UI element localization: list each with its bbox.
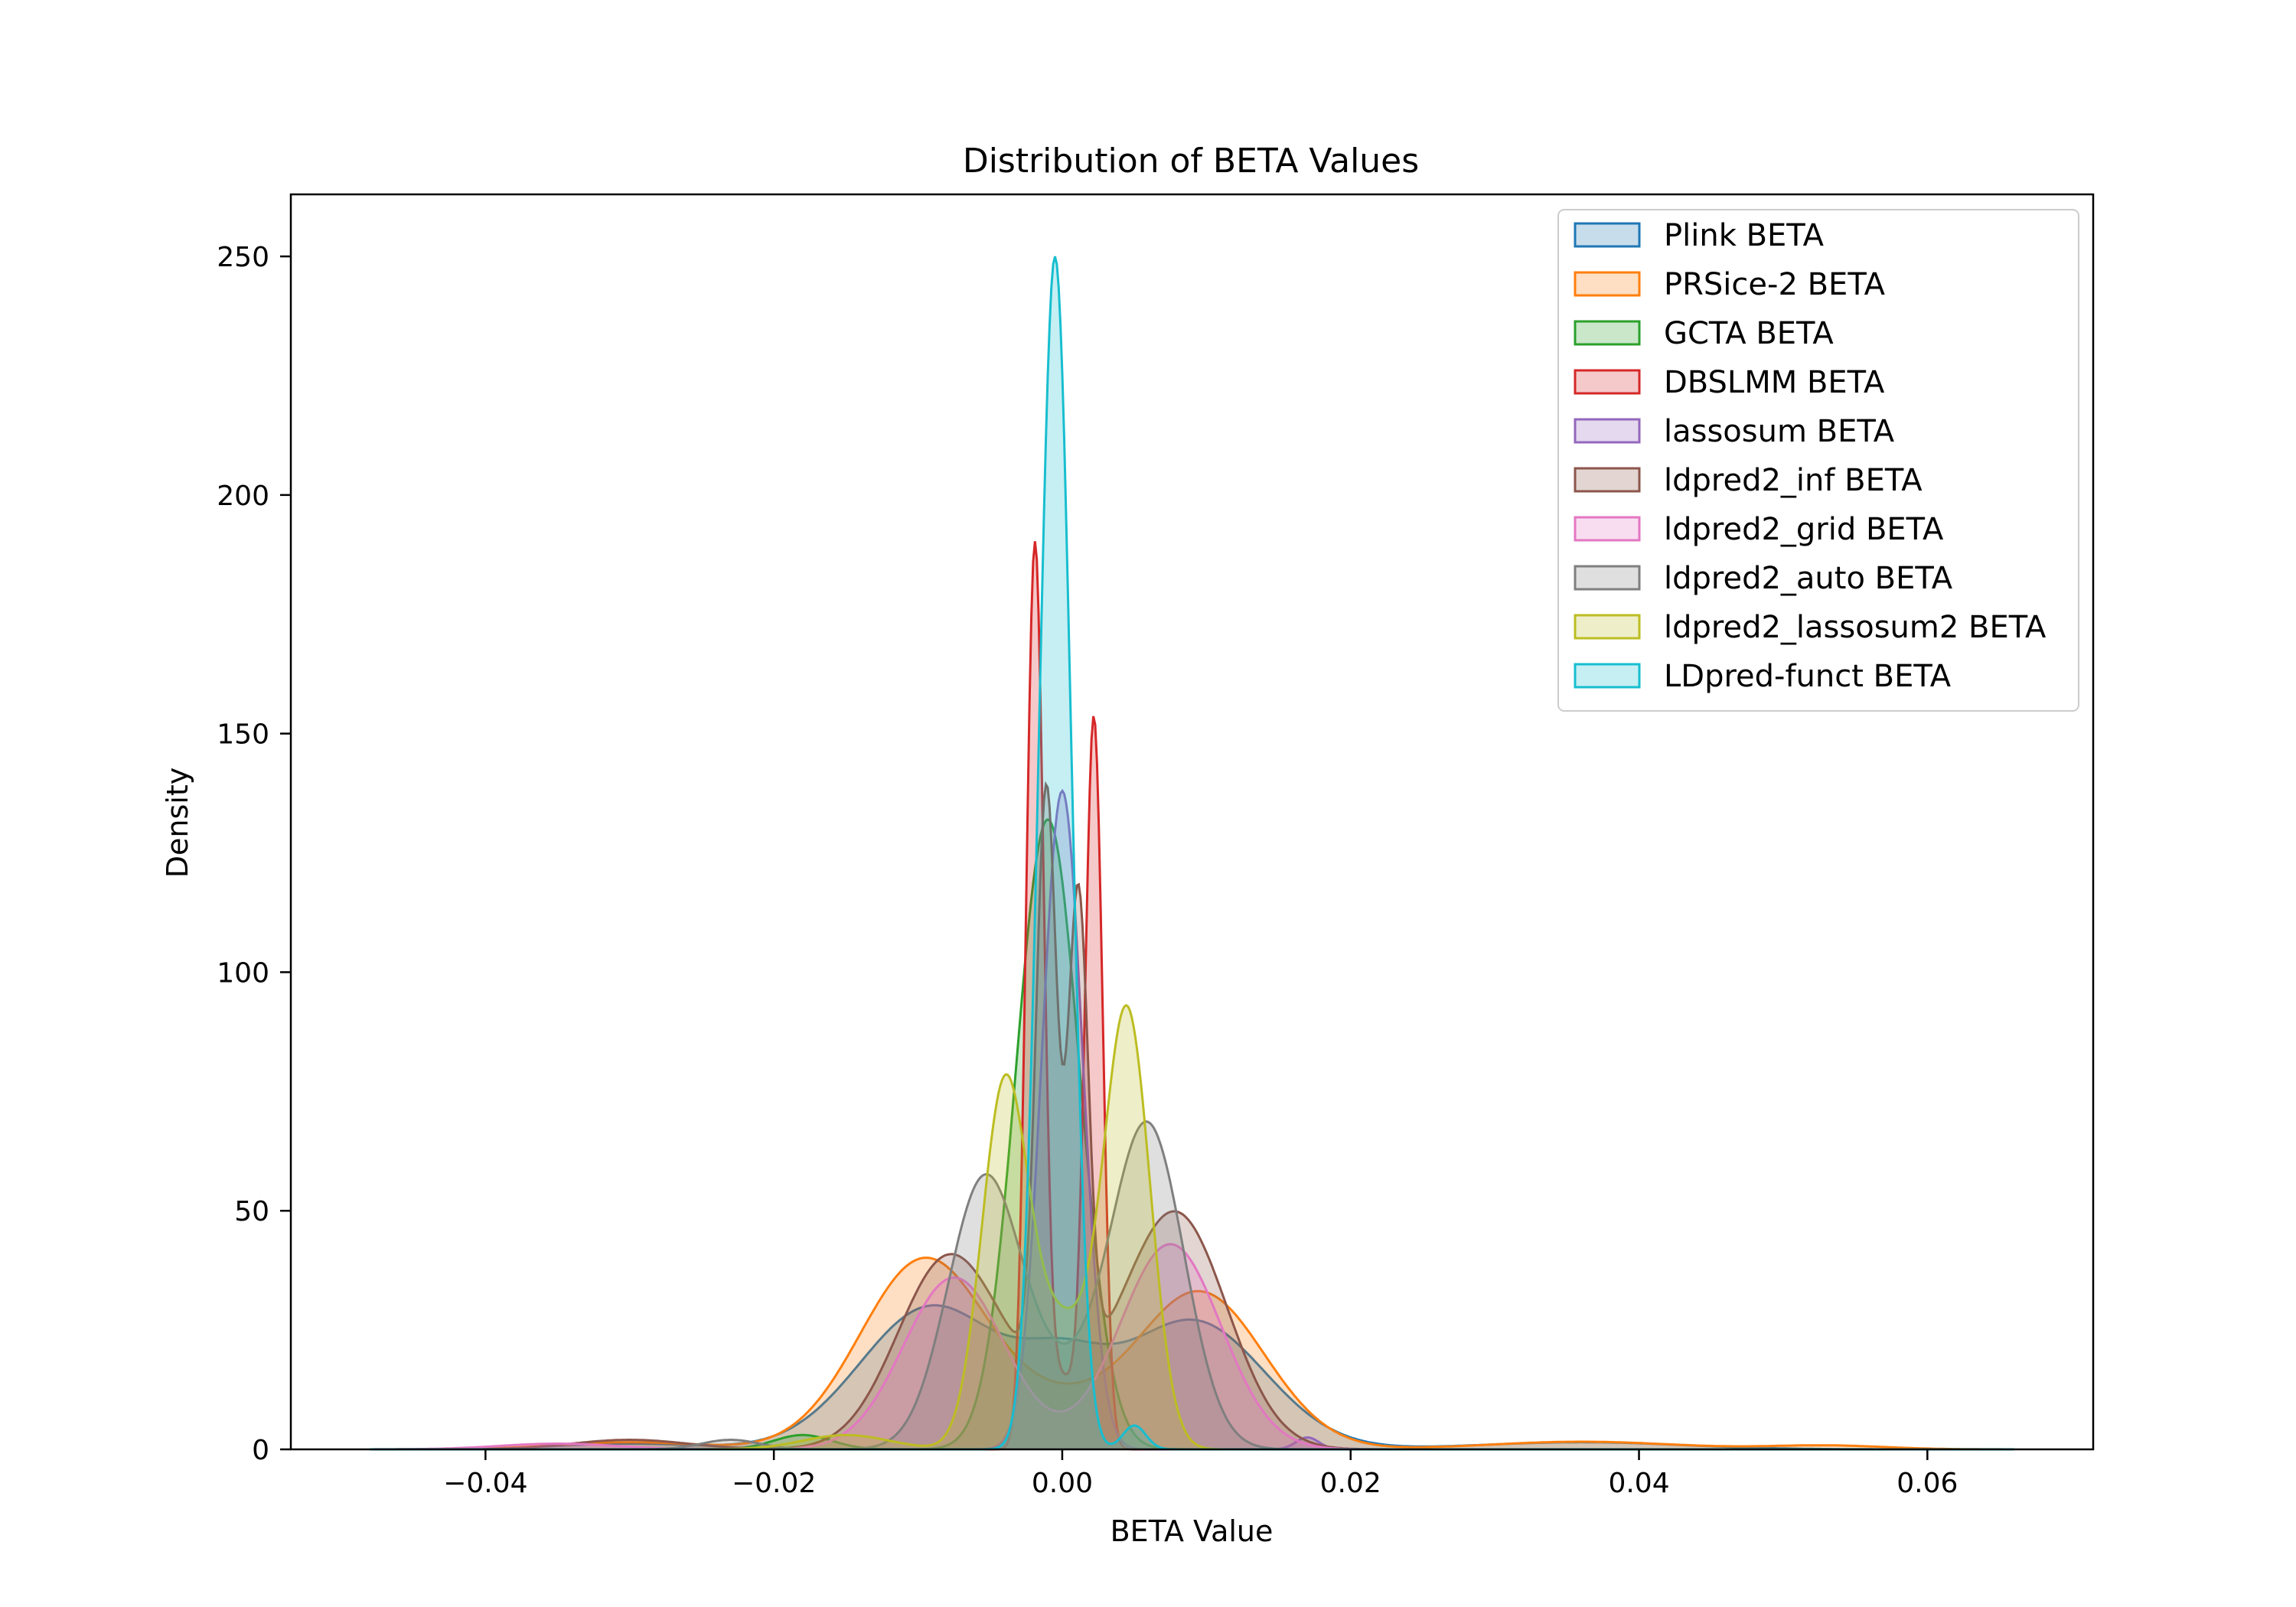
legend-label: DBSLMM BETA (1664, 365, 1885, 400)
legend-item-gcta-beta: GCTA BETA (1574, 316, 1834, 351)
legend-item-ldpred2-inf-beta: ldpred2_inf BETA (1574, 463, 1923, 498)
legend-label: GCTA BETA (1664, 316, 1834, 351)
plot-frame (289, 193, 2095, 1451)
legend-swatch (1574, 271, 1641, 297)
legend-swatch (1574, 320, 1641, 346)
legend-item-ldpred2-grid-beta: ldpred2_grid BETA (1574, 512, 1944, 547)
legend-items: Plink BETA PRSice-2 BETA GCTA BETA DBSLMM B… (1574, 218, 2047, 694)
legend-label: ldpred2_inf BETA (1664, 463, 1923, 498)
legend-label: lassosum BETA (1664, 414, 1895, 449)
y-axis-ticks: 0 50 100 150 200 250 (217, 242, 291, 1466)
x-tick-label: 0.00 (1032, 1468, 1093, 1499)
y-tick-label: 150 (217, 719, 269, 751)
y-axis-label: Density (161, 768, 194, 878)
legend-label: Plink BETA (1664, 218, 1825, 253)
legend-item-ldpred2-auto-beta: ldpred2_auto BETA (1574, 561, 1953, 596)
legend-label: LDpred-funct BETA (1664, 659, 1952, 694)
legend-swatch (1574, 516, 1641, 542)
density-area-ldpred2-auto-beta (370, 1121, 2014, 1449)
legend-item-ldpred2-lassosum2-beta: ldpred2_lassosum2 BETA (1574, 610, 2047, 645)
legend-label: PRSice-2 BETA (1664, 267, 1886, 302)
x-tick-label: 0.06 (1896, 1468, 1958, 1499)
legend-item-ldpred-funct-beta: LDpred-funct BETA (1574, 659, 1952, 694)
legend-frame (1557, 209, 2079, 712)
legend-swatch (1574, 614, 1641, 640)
legend-label: ldpred2_auto BETA (1664, 561, 1953, 596)
density-area-plink-beta (370, 1305, 2014, 1449)
y-tick-label: 50 (234, 1196, 269, 1227)
x-tick-label: 0.04 (1608, 1468, 1669, 1499)
x-tick-label: −0.04 (443, 1468, 527, 1499)
legend-swatch (1574, 663, 1641, 689)
legend-swatch (1574, 418, 1641, 444)
x-axis-label: BETA Value (1110, 1514, 1274, 1548)
x-axis-ticks: −0.04 −0.02 0.00 0.02 0.04 0.06 (443, 1449, 1958, 1499)
y-tick-label: 100 (217, 957, 269, 989)
legend-label: ldpred2_grid BETA (1664, 512, 1944, 547)
legend-item-plink-beta: Plink BETA (1574, 218, 1825, 253)
legend-swatch (1574, 222, 1641, 248)
legend-item-lassosum-beta: lassosum BETA (1574, 414, 1895, 449)
legend: Plink BETA PRSice-2 BETA GCTA BETA DBSLMM B… (1557, 209, 2079, 712)
density-area-prsice-2-beta (370, 1257, 2014, 1449)
legend-swatch (1574, 467, 1641, 493)
legend-item-dbslmm-beta: DBSLMM BETA (1574, 365, 1885, 400)
y-tick-label: 0 (252, 1435, 269, 1466)
chart-title: Distribution of BETA Values (963, 142, 1419, 181)
y-tick-label: 200 (217, 481, 269, 512)
legend-swatch (1574, 565, 1641, 591)
density-area-ldpred2-grid-beta (370, 1244, 2014, 1449)
legend-label: ldpred2_lassosum2 BETA (1664, 610, 2047, 645)
x-tick-label: 0.02 (1320, 1468, 1381, 1499)
legend-item-prsice-2-beta: PRSice-2 BETA (1574, 267, 1886, 302)
density-area-ldpred2-inf-beta (370, 784, 2014, 1449)
y-tick-label: 250 (217, 242, 269, 273)
legend-swatch (1574, 369, 1641, 395)
x-tick-label: −0.02 (732, 1468, 816, 1499)
